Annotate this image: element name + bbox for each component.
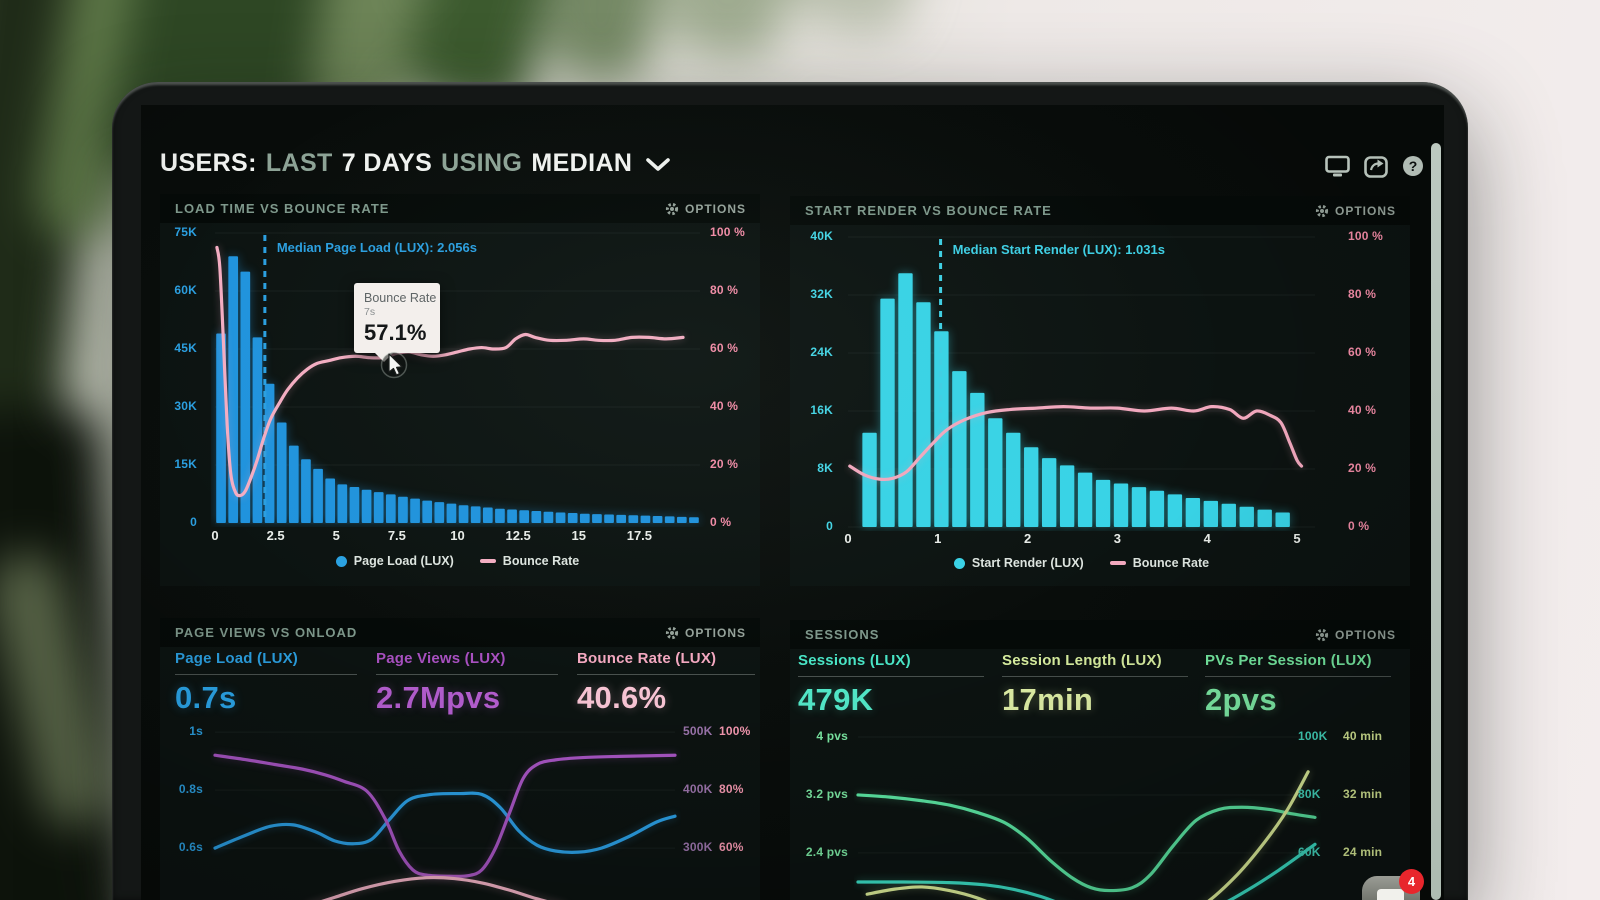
panel-title: START RENDER VS BOUNCE RATE — [805, 203, 1052, 218]
charts-canvas — [213, 232, 1317, 900]
share-icon[interactable] — [1364, 154, 1388, 178]
users-period-dropdown[interactable]: USERS: LAST 7 DAYS USING MEDIAN — [160, 147, 671, 179]
chart-tooltip: Bounce Rate 7s 57.1% — [354, 283, 440, 362]
options-label: OPTIONS — [1334, 203, 1396, 218]
title-word: USING — [441, 148, 523, 177]
gear-icon — [1315, 204, 1329, 217]
chat-badge-count: 4 — [1407, 874, 1416, 889]
svg-text:?: ? — [1409, 158, 1418, 174]
tooltip-value: 57.1% — [364, 320, 427, 345]
panel-page-views-vs-onload: PAGE VIEWS VS ONLOAD OPTIONS — [160, 618, 760, 900]
panel-header: SESSIONS OPTIONS — [790, 620, 1410, 649]
gear-icon — [1315, 628, 1329, 641]
panel-sessions: SESSIONS OPTIONS — [790, 620, 1410, 900]
help-icon[interactable]: ? — [1402, 155, 1424, 177]
dashboard-screen: USERS: LAST 7 DAYS USING MEDIAN ? LOAD TIM — [141, 105, 1444, 900]
options-label: OPTIONS — [684, 201, 746, 216]
options-button[interactable]: OPTIONS — [665, 626, 746, 640]
tooltip-series-name: Bounce Rate — [364, 291, 437, 305]
options-button[interactable]: OPTIONS — [1315, 204, 1396, 218]
panel-title: PAGE VIEWS VS ONLOAD — [175, 625, 358, 640]
chat-bubble-icon — [1377, 889, 1404, 900]
panel-title: SESSIONS — [805, 627, 880, 642]
panel-title: LOAD TIME VS BOUNCE RATE — [175, 201, 390, 216]
tooltip-caret — [374, 352, 394, 362]
scrollbar-thumb[interactable] — [1431, 143, 1441, 900]
display-icon[interactable] — [1325, 155, 1350, 178]
options-button[interactable]: OPTIONS — [1315, 628, 1396, 642]
chevron-down-icon — [646, 158, 671, 171]
toolbar: ? — [1325, 154, 1424, 178]
title-word: MEDIAN — [531, 148, 633, 177]
chat-notification-badge: 4 — [1399, 869, 1424, 894]
mouse-cursor — [380, 351, 408, 379]
title-word: LAST — [265, 148, 333, 177]
panel-header: LOAD TIME VS BOUNCE RATE OPTIONS — [160, 194, 760, 223]
panel-header: PAGE VIEWS VS ONLOAD OPTIONS — [160, 618, 760, 647]
title-word: USERS: — [160, 148, 257, 177]
tooltip-x-value: 7s — [364, 306, 376, 318]
options-label: OPTIONS — [1334, 627, 1396, 642]
gear-icon — [665, 626, 679, 639]
panel-header: START RENDER VS BOUNCE RATE OPTIONS — [790, 196, 1410, 225]
gear-icon — [665, 202, 679, 215]
title-word: 7 DAYS — [341, 148, 433, 177]
options-button[interactable]: OPTIONS — [665, 202, 746, 216]
options-label: OPTIONS — [684, 625, 746, 640]
